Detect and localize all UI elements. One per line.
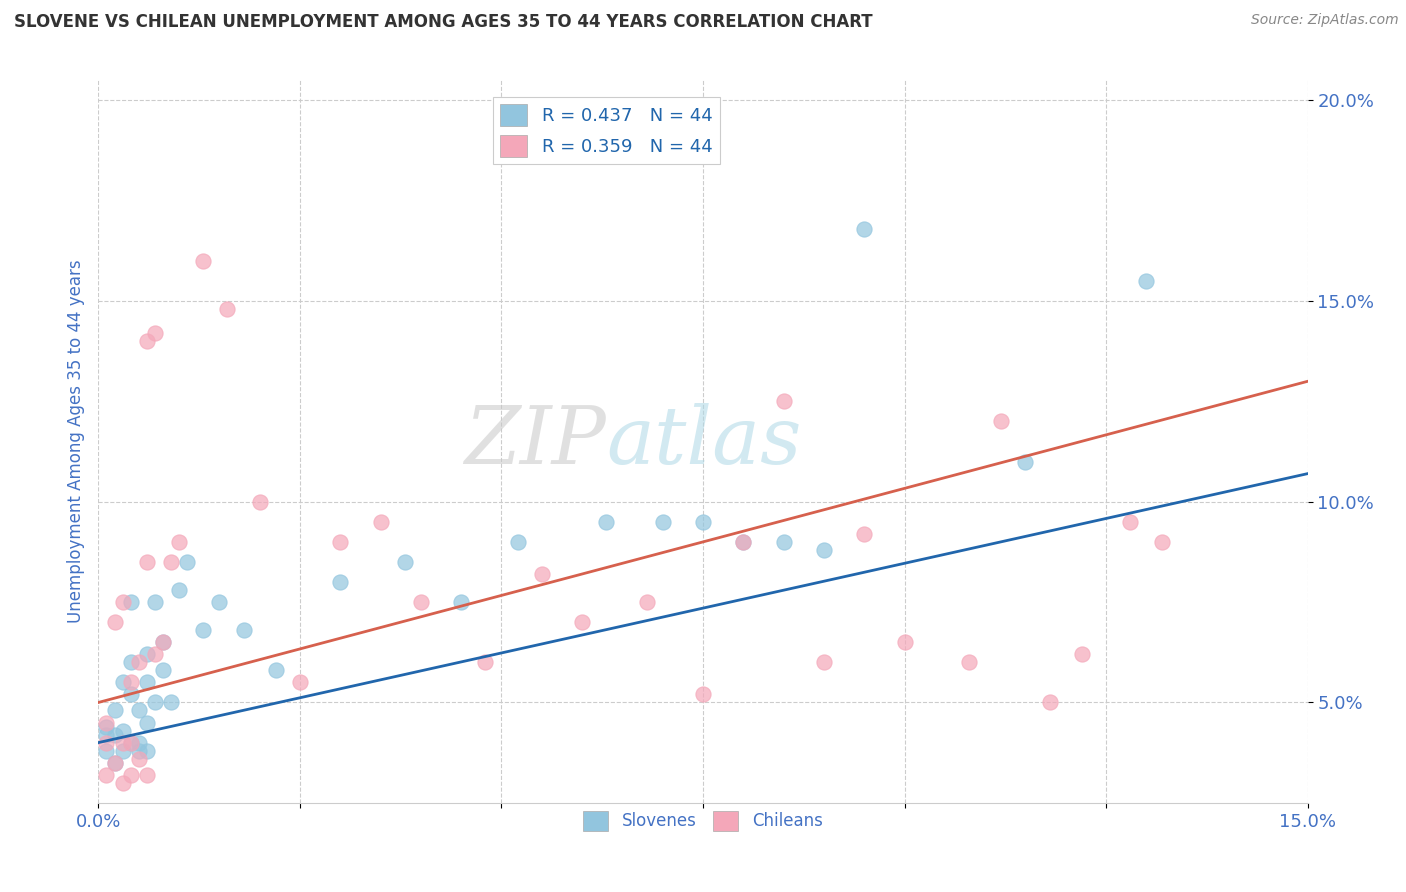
Point: [96, 767, 118, 781]
Point: [96, 735, 118, 749]
Point: [329, 574, 352, 589]
Point: [128, 735, 150, 749]
Point: [103, 756, 125, 770]
Point: [1014, 454, 1036, 469]
Point: [232, 623, 254, 637]
Point: [152, 635, 174, 649]
Point: [409, 595, 432, 609]
Point: [128, 744, 150, 758]
Point: [813, 542, 835, 557]
Point: [249, 494, 271, 508]
Point: [474, 655, 496, 669]
Point: [957, 655, 980, 669]
Point: [329, 534, 352, 549]
Point: [128, 655, 150, 669]
Text: SLOVENE VS CHILEAN UNEMPLOYMENT AMONG AGES 35 TO 44 YEARS CORRELATION CHART: SLOVENE VS CHILEAN UNEMPLOYMENT AMONG AG…: [14, 13, 873, 31]
Point: [111, 776, 134, 790]
Point: [135, 715, 157, 730]
Point: [1119, 515, 1142, 529]
Point: [135, 648, 157, 662]
Point: [96, 744, 118, 758]
Point: [120, 687, 142, 701]
Point: [1135, 274, 1157, 288]
Point: [167, 534, 190, 549]
Point: [733, 534, 755, 549]
Point: [176, 555, 198, 569]
Point: [990, 414, 1012, 428]
Point: [264, 664, 287, 678]
Point: [772, 534, 794, 549]
Point: [853, 222, 876, 236]
Point: [103, 615, 125, 630]
Point: [193, 253, 215, 268]
Point: [733, 534, 755, 549]
Point: [193, 623, 215, 637]
Point: [143, 595, 166, 609]
Point: [530, 567, 553, 582]
Point: [450, 595, 472, 609]
Point: [208, 595, 231, 609]
Point: [103, 728, 125, 742]
Point: [772, 394, 794, 409]
Point: [370, 515, 392, 529]
Point: [143, 696, 166, 710]
Point: [160, 555, 183, 569]
Point: [111, 735, 134, 749]
Point: [595, 515, 617, 529]
Point: [96, 728, 118, 742]
Point: [692, 687, 714, 701]
Legend: Slovenes, Chileans: Slovenes, Chileans: [576, 805, 830, 838]
Point: [96, 715, 118, 730]
Point: [571, 615, 593, 630]
Point: [128, 703, 150, 717]
Point: [160, 696, 183, 710]
Point: [120, 595, 142, 609]
Point: [120, 655, 142, 669]
Point: [288, 675, 311, 690]
Point: [1070, 648, 1092, 662]
Point: [135, 675, 157, 690]
Point: [152, 664, 174, 678]
Point: [1152, 534, 1174, 549]
Point: [111, 595, 134, 609]
Point: [120, 675, 142, 690]
Point: [893, 635, 915, 649]
Text: Source: ZipAtlas.com: Source: ZipAtlas.com: [1251, 13, 1399, 28]
Point: [152, 635, 174, 649]
Point: [120, 767, 142, 781]
Point: [128, 751, 150, 765]
Point: [103, 703, 125, 717]
Point: [135, 744, 157, 758]
Point: [636, 595, 658, 609]
Point: [1039, 696, 1062, 710]
Point: [167, 583, 190, 598]
Point: [135, 334, 157, 348]
Point: [111, 723, 134, 738]
Point: [143, 326, 166, 341]
Point: [506, 534, 529, 549]
Point: [692, 515, 714, 529]
Point: [651, 515, 673, 529]
Point: [120, 735, 142, 749]
Point: [217, 302, 239, 317]
Point: [813, 655, 835, 669]
Point: [135, 767, 157, 781]
Point: [394, 555, 416, 569]
Point: [96, 719, 118, 733]
Point: [853, 526, 876, 541]
Text: ZIP: ZIP: [464, 403, 606, 480]
Point: [111, 675, 134, 690]
Point: [103, 756, 125, 770]
Point: [143, 648, 166, 662]
Point: [111, 744, 134, 758]
Point: [135, 555, 157, 569]
Y-axis label: Unemployment Among Ages 35 to 44 years: Unemployment Among Ages 35 to 44 years: [66, 260, 84, 624]
Point: [120, 735, 142, 749]
Text: atlas: atlas: [606, 403, 801, 480]
